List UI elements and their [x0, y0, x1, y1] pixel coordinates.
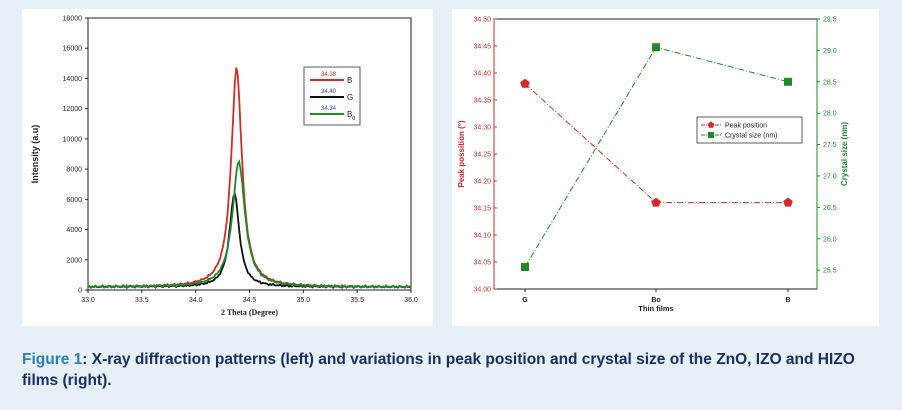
peak-size-chart-panel: 34.00 34.05 34.10 34.15 34.20 34.25 34.30 34.35… — [452, 9, 879, 326]
y-tick-label: 2000 — [66, 257, 82, 264]
y-tick-label: 10000 — [63, 136, 83, 143]
legend-marker-size — [708, 132, 714, 138]
x-tick-label: B — [785, 297, 790, 304]
peak-size-chart: 34.00 34.05 34.10 34.15 34.20 34.25 34.30 34.35… — [457, 17, 849, 314]
crystal-size-point — [652, 43, 660, 52]
peak-position-point — [783, 197, 793, 207]
left-axis-title: Peak possition (°) — [457, 120, 466, 188]
y-tick-label: 6000 — [66, 197, 82, 204]
legend-subscript: 0 — [352, 116, 355, 122]
xrd-chart: 33.0 33.5 34.0 34.5 35.0 35.5 36.0 0 2000 4000 600… — [30, 16, 418, 318]
plot-frame — [493, 18, 818, 290]
legend-value: 34.38 — [321, 72, 337, 78]
caption-text: : X-ray diffraction patterns (left) and … — [22, 351, 855, 389]
x-tick-label: 34.5 — [243, 297, 257, 304]
x-tick-label: 33.5 — [135, 297, 149, 304]
peak-position-point — [651, 197, 661, 207]
y-tick-label: 12000 — [63, 106, 83, 113]
left-tick-label: 34.15 — [473, 206, 491, 213]
series-line-crystal-size — [524, 46, 789, 268]
peak-position-point — [520, 78, 530, 88]
y-tick-label: 0 — [78, 288, 82, 295]
legend-box — [696, 116, 803, 144]
legend-label: Peak position — [725, 123, 767, 130]
right-tick-label: 28.0 — [823, 111, 837, 118]
legend-label: Crystal size (nm) — [725, 133, 778, 140]
crystal-size-point — [521, 263, 529, 272]
series-line-B — [87, 67, 412, 289]
figure-label: Figure 1 — [22, 351, 83, 368]
left-tick-label: 34.40 — [473, 71, 491, 78]
y-axis-title: Intensity (a.u) — [30, 125, 40, 184]
left-tick-label: 34.45 — [473, 44, 491, 51]
x-tick-label: 33.0 — [81, 297, 95, 304]
x-tick-label: 35.5 — [350, 297, 364, 304]
x-tick-label: G — [522, 297, 528, 304]
x-tick-label: Bo — [651, 297, 660, 304]
y-tick-label: 14000 — [63, 76, 83, 83]
series-line-B0 — [87, 159, 412, 289]
left-tick-label: 34.50 — [473, 17, 491, 24]
legend-label: G — [347, 93, 353, 102]
right-tick-label: 26.5 — [823, 205, 837, 212]
right-tick-label: 29.0 — [823, 48, 837, 55]
x-tick-label: 35.0 — [297, 297, 311, 304]
x-axis-title: 2 Theta (Degree) — [221, 308, 278, 317]
y-tick-label: 16000 — [63, 46, 83, 53]
left-tick-label: 34.20 — [473, 179, 491, 186]
y-tick-label: 18000 — [63, 16, 83, 23]
left-tick-label: 34.25 — [473, 152, 491, 159]
left-tick-label: 34.35 — [473, 98, 491, 105]
right-tick-label: 27.5 — [823, 142, 837, 149]
xrd-chart-panel: 33.0 33.5 34.0 34.5 35.0 35.5 36.0 0 2000 4000 600… — [22, 9, 433, 326]
right-tick-label: 29.5 — [823, 17, 837, 24]
legend-marker-peak — [707, 121, 715, 128]
left-tick-label: 34.05 — [473, 260, 491, 267]
x-axis-title: Thin films — [638, 304, 673, 313]
legend-value: 34.34 — [321, 106, 337, 112]
y-tick-label: 4000 — [66, 227, 82, 234]
left-tick-label: 34.10 — [473, 233, 491, 240]
legend-value: 34.40 — [321, 89, 337, 95]
right-axis-title: Crystal size (nm) — [840, 122, 849, 186]
legend-label: B0 — [347, 110, 355, 122]
x-tick-label: 36.0 — [404, 297, 418, 304]
legend-label: B — [347, 76, 352, 85]
crystal-size-point — [784, 77, 792, 86]
y-tick-label: 8000 — [66, 167, 82, 174]
right-tick-label: 28.5 — [823, 79, 837, 86]
figure-caption: Figure 1: X-ray diffraction patterns (le… — [22, 349, 882, 391]
x-tick-label: 34.0 — [189, 297, 203, 304]
right-tick-label: 26.0 — [823, 236, 837, 243]
right-tick-label: 27.0 — [823, 173, 837, 180]
left-tick-label: 34.30 — [473, 125, 491, 132]
left-tick-label: 34.00 — [473, 287, 491, 294]
right-tick-label: 25.5 — [823, 268, 837, 275]
